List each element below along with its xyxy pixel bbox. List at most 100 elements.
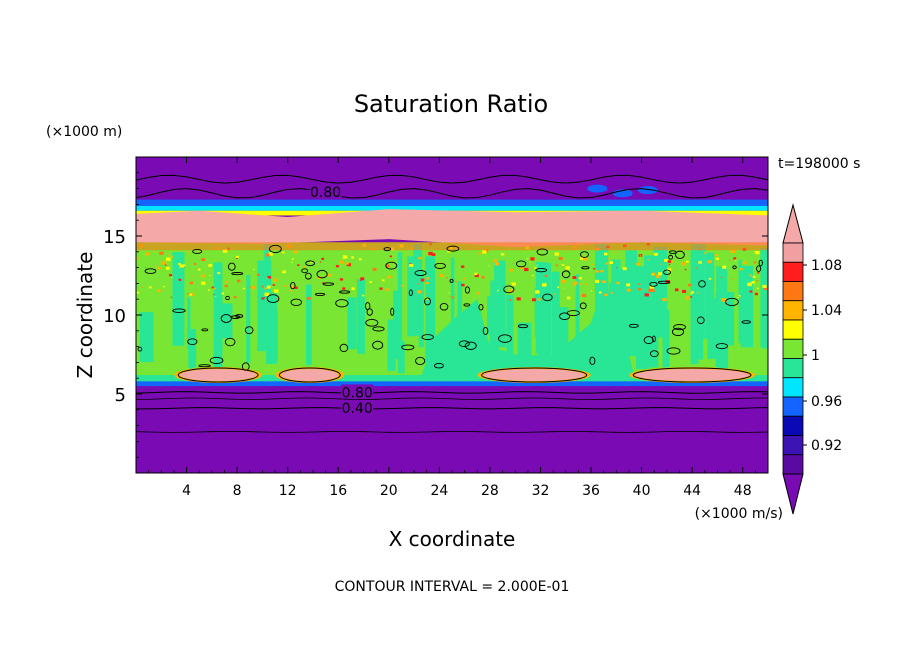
field-speckle [171, 256, 174, 259]
field-speckle [136, 257, 139, 260]
field-speckle [508, 289, 514, 293]
field-speckle [654, 252, 658, 256]
field-speckle [756, 280, 759, 282]
field-speckle [220, 280, 222, 282]
field-speckle [674, 288, 679, 292]
field-speckle [691, 291, 695, 294]
field-speckle [294, 286, 298, 289]
field-streak [413, 243, 423, 336]
colorbar-segment [782, 415, 804, 436]
contour-cell [628, 323, 639, 328]
field-speckle [593, 268, 596, 270]
contour-cell [434, 262, 446, 269]
field-speckle [165, 257, 171, 261]
field-speckle [189, 281, 193, 285]
field-speckle [264, 287, 267, 290]
field-speckle [359, 279, 362, 281]
field-speckle [463, 277, 466, 280]
field-speckle [574, 281, 578, 284]
field-speckle [276, 298, 278, 300]
field-speckle [165, 266, 170, 270]
field-speckle [684, 268, 687, 271]
field-speckle [198, 251, 201, 253]
field-speckle [293, 250, 298, 254]
field-speckle [668, 263, 671, 266]
field-speckle [272, 284, 275, 286]
contour-cell [322, 282, 335, 286]
field-speckle [646, 274, 648, 276]
field-speckle [310, 261, 313, 263]
field-speckle [715, 257, 720, 261]
field-lens-core [635, 369, 750, 382]
contour-line [135, 397, 769, 400]
field-speckle [170, 296, 173, 298]
contour-cell [244, 326, 254, 335]
field-region-lower-edge [136, 375, 768, 385]
field-speckle [763, 287, 768, 290]
field-speckle [217, 271, 221, 275]
colorbar-tick-label: 0.92 [811, 438, 842, 454]
x-tick-label: 40 [633, 483, 651, 499]
field-speckle [604, 293, 608, 297]
contour-cell [458, 340, 470, 348]
contour-interval-footer: CONTOUR INTERVAL = 2.000E-01 [335, 579, 570, 595]
field-speckle [695, 267, 698, 269]
field-speckle [639, 255, 641, 257]
field-speckle [737, 297, 739, 299]
contour-cell [339, 343, 349, 353]
field-speckle [584, 283, 588, 286]
contour-label: 0.80 [342, 385, 373, 401]
field-speckle [461, 265, 465, 268]
field-speckle [690, 296, 693, 298]
saturation-field [136, 157, 769, 473]
colorbar: 0.92 0.96 1 1.04 1.08 [782, 203, 842, 515]
field-speckle [346, 263, 351, 267]
field-speckle [714, 253, 718, 257]
field-speckle [753, 261, 757, 264]
field-streak [760, 247, 769, 347]
field-speckle [141, 286, 143, 288]
field-streak [487, 296, 496, 335]
field-speckle [268, 252, 273, 256]
field-speckle [657, 272, 662, 276]
field-upper-blue-edge [136, 199, 768, 208]
contour-cell [424, 297, 431, 306]
field-speckle [265, 253, 270, 257]
field-speckle [662, 298, 667, 302]
field-speckle [319, 261, 322, 263]
field-speckle [342, 287, 346, 290]
contour-cell [415, 356, 426, 366]
field-speckle [208, 289, 210, 291]
field-speckle [290, 285, 295, 288]
field-speckle [351, 287, 355, 290]
field-lens-core [483, 369, 585, 382]
contour-cell [225, 295, 230, 301]
field-speckle [600, 269, 604, 273]
field-speckle [511, 282, 516, 286]
field-streak [393, 290, 400, 360]
field-streak [494, 260, 506, 348]
field-speckle [221, 292, 225, 295]
field-speckle [335, 265, 339, 268]
contour-lens [177, 367, 259, 383]
contour-line [135, 391, 769, 394]
field-speckle [534, 266, 537, 269]
contour-cell [589, 356, 596, 366]
field-speckle [189, 293, 192, 296]
field-speckle [530, 257, 535, 261]
field-speckle [261, 285, 264, 288]
field-speckle [156, 289, 161, 293]
field-streak [738, 259, 742, 344]
field-speckle [201, 281, 206, 285]
contour-label-bg [341, 400, 374, 415]
field-speckle [722, 265, 727, 269]
field-streak [187, 297, 191, 350]
field-speckle [417, 290, 422, 294]
field-speckle [614, 252, 616, 254]
contour-cell [383, 247, 392, 252]
field-speckle [283, 285, 287, 287]
field-speckle [379, 287, 383, 290]
colorbar-upper-extend [782, 203, 804, 244]
contour-cell [657, 280, 671, 285]
field-speckle [408, 263, 414, 267]
